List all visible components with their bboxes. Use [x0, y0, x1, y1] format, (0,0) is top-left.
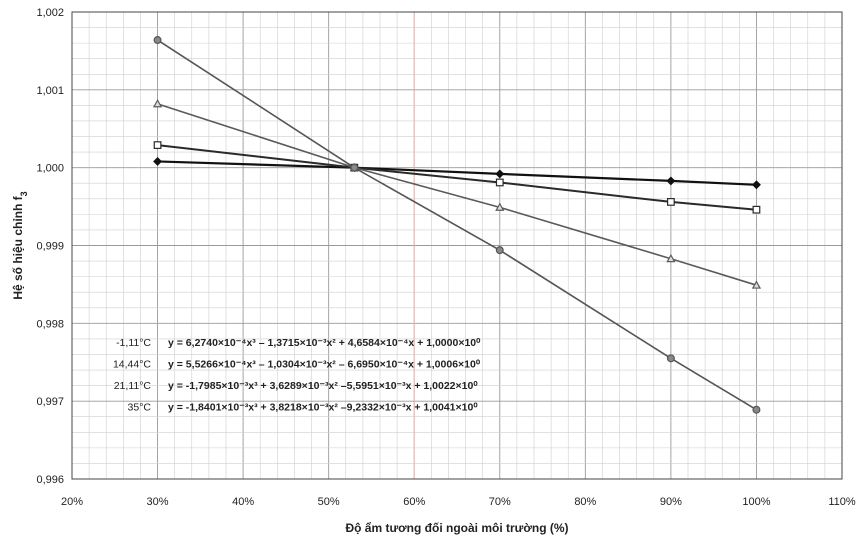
y-axis-title-main: Hệ số hiệu chỉnh f: [11, 195, 25, 299]
series-circle: [153, 36, 761, 414]
data-point-circle: [153, 36, 162, 45]
y-tick-label: 0,996: [36, 474, 64, 486]
legend-series-name: 14,44°C: [113, 359, 151, 371]
legend-equation: y = 5,5266×10⁻⁴x³ – 1,0304×10⁻³x² – 6,69…: [168, 359, 481, 371]
y-tick-label: 1,001: [36, 85, 64, 97]
x-axis-title: Độ ẩm tương đối ngoài môi trường (%): [345, 521, 568, 535]
legend: -1,11°C y = 6,2740×10⁻⁴x³ – 1,3715×10⁻³x²…: [113, 337, 481, 414]
y-tick-label: 1,000: [36, 163, 64, 175]
data-point-circle: [350, 163, 359, 172]
x-tick-label: 80%: [574, 496, 596, 508]
legend-equation: y = -1,8401×10⁻³x³ + 3,8218×10⁻³x² –9,23…: [168, 402, 478, 414]
x-tick-label: 20%: [61, 496, 83, 508]
y-tick-label: 0,999: [36, 241, 64, 253]
series-line: [157, 103, 757, 286]
data-point-square: [752, 205, 761, 214]
series-triangle: [152, 99, 762, 289]
series-layer: [152, 36, 762, 414]
legend-series-name: -1,11°C: [116, 337, 151, 349]
series-square: [153, 141, 761, 214]
data-point-circle: [495, 246, 504, 255]
y-tick-label: 0,997: [36, 396, 64, 408]
x-tick-label: 100%: [742, 496, 770, 508]
data-point-square: [666, 198, 675, 206]
x-tick-label: 30%: [147, 496, 169, 508]
data-point-square: [153, 141, 162, 149]
data-point-square: [495, 178, 504, 187]
legend-series-name: 35°C: [128, 402, 152, 414]
y-tick-label: 0,998: [36, 318, 64, 330]
legend-equation: y = -1,7985×10⁻³x³ + 3,6289×10⁻³x² –5,59…: [168, 380, 478, 392]
x-tick-label: 60%: [403, 496, 425, 508]
legend-series-name: 21,11°C: [114, 380, 152, 392]
data-point-diamond: [666, 176, 676, 186]
data-point-triangle: [751, 280, 762, 289]
data-point-triangle: [495, 202, 505, 211]
y-tick-label: 1,002: [36, 7, 64, 19]
data-point-circle: [666, 354, 675, 363]
y-axis-ticks: 0,996 0,997 0,998 0,999 1,000 1,001 1,002: [36, 7, 64, 486]
legend-equation: y = 6,2740×10⁻⁴x³ – 1,3715×10⁻³x² + 4,65…: [168, 337, 481, 349]
data-point-triangle: [152, 99, 163, 108]
series-diamond: [153, 156, 761, 190]
series-line: [157, 160, 757, 186]
x-tick-label: 90%: [660, 496, 682, 508]
data-point-diamond: [153, 156, 163, 166]
data-point-diamond: [751, 180, 761, 190]
y-axis-title-subscript: 3: [19, 191, 29, 196]
data-point-triangle: [666, 253, 676, 263]
data-point-circle: [752, 405, 761, 414]
series-line: [157, 144, 757, 211]
plot-frame: [71, 11, 843, 480]
data-point-diamond: [495, 169, 505, 179]
x-axis-ticks: 20% 30% 40% 50% 60% 70% 80% 90% 100% 110%: [61, 496, 856, 508]
y-axis-title: Hệ số hiệu chỉnh f3: [11, 191, 29, 299]
x-tick-label: 110%: [828, 496, 856, 508]
x-tick-label: 40%: [232, 496, 254, 508]
x-tick-label: 50%: [318, 496, 340, 508]
x-tick-label: 70%: [489, 496, 511, 508]
